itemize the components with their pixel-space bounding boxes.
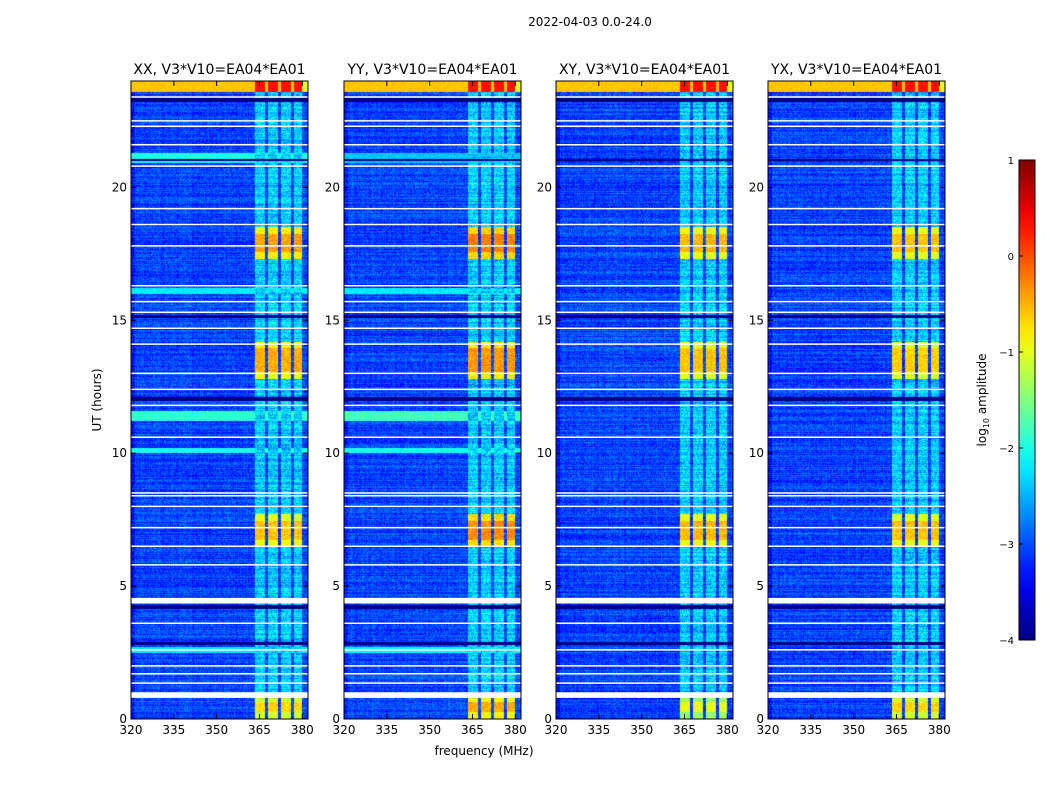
- x-tick-label: 335: [587, 723, 610, 737]
- colorbar-tick-label: −4: [999, 636, 1014, 647]
- y-tick-label: 20: [112, 180, 127, 194]
- waterfall-panel-xy: XY, V3*V10=EA04*EA01 320 335 350 365 380 0 5 10 1…: [537, 62, 739, 737]
- waterfall-panel-yy: YY, V3*V10=EA04*EA01 320 335 350 365 380 0 5 10 1…: [325, 62, 527, 737]
- y-tick-label: 0: [119, 712, 127, 726]
- panel-frame: [555, 80, 734, 720]
- x-tick-label: 320: [545, 723, 568, 737]
- colorbar-tick-label: −3: [999, 540, 1014, 551]
- x-tick-label: 335: [375, 723, 398, 737]
- panel-frame: [130, 80, 309, 720]
- y-tick-label: 5: [756, 579, 764, 593]
- x-tick-label: 320: [757, 723, 780, 737]
- panel-frame: [343, 80, 522, 720]
- figure-suptitle: 2022-04-03 0.0-24.0: [528, 15, 652, 29]
- panel-title: YX, V3*V10=EA04*EA01: [770, 62, 942, 78]
- y-tick-label: 15: [749, 313, 764, 327]
- y-tick-label: 0: [756, 712, 764, 726]
- y-tick-label: 20: [325, 180, 340, 194]
- panel-title: YY, V3*V10=EA04*EA01: [346, 62, 517, 78]
- y-tick-label: 15: [112, 313, 127, 327]
- colorbar-label: log10 amplitude: [975, 354, 991, 447]
- y-tick-label: 10: [749, 446, 764, 460]
- y-tick-label: 20: [537, 180, 552, 194]
- x-tick-label: 320: [120, 723, 143, 737]
- x-tick-label: 350: [205, 723, 228, 737]
- y-tick-label: 5: [332, 579, 340, 593]
- x-tick-label: 365: [885, 723, 908, 737]
- colorbar: 10−1−2−3−4 log10 amplitude: [975, 156, 1036, 647]
- waterfall-image: [768, 81, 945, 719]
- y-tick-label: 0: [332, 712, 340, 726]
- colorbar-label-tail: amplitude: [975, 354, 989, 418]
- x-tick-label: 350: [842, 723, 865, 737]
- colorbar-tick-label: 1: [1008, 156, 1014, 167]
- waterfall-image: [556, 81, 733, 719]
- colorbar-tick-label: 0: [1008, 252, 1014, 263]
- y-tick-label: 15: [537, 313, 552, 327]
- x-tick-label: 335: [799, 723, 822, 737]
- waterfall-image: [344, 81, 521, 719]
- panel-title: XX, V3*V10=EA04*EA01: [133, 62, 305, 78]
- y-tick-label: 10: [325, 446, 340, 460]
- x-tick-label: 350: [418, 723, 441, 737]
- x-tick-label: 380: [716, 723, 739, 737]
- y-tick-label: 5: [544, 579, 552, 593]
- y-axis-label: UT (hours): [90, 368, 104, 431]
- colorbar-tick-label: −2: [999, 444, 1014, 455]
- colorbar-label-subscript: 10: [982, 418, 991, 428]
- x-tick-label: 350: [630, 723, 653, 737]
- panel-frame: [767, 80, 946, 720]
- waterfall-image: [131, 81, 308, 719]
- colorbar-ticks: 1 0 −1 −2 −3 −4: [999, 156, 1023, 647]
- y-tick-label: 0: [544, 712, 552, 726]
- y-tick-label: 15: [325, 313, 340, 327]
- colorbar-gradient: [1018, 159, 1036, 641]
- waterfall-panel-xx: XX, V3*V10=EA04*EA01 320 335 350 365 380 0 5 10 1…: [112, 62, 314, 737]
- waterfall-panels: XX, V3*V10=EA04*EA01 320 335 350 365 380 0 5 10 1…: [112, 62, 951, 737]
- y-tick-label: 10: [537, 446, 552, 460]
- x-tick-label: 320: [333, 723, 356, 737]
- y-tick-label: 5: [119, 579, 127, 593]
- x-tick-label: 365: [248, 723, 271, 737]
- colorbar-tick-label: −1: [999, 348, 1014, 359]
- waterfall-panel-yx: YX, V3*V10=EA04*EA01 320 335 350 365 380 0 5 10 1…: [749, 62, 951, 737]
- x-tick-label: 380: [928, 723, 951, 737]
- panel-title: XY, V3*V10=EA04*EA01: [559, 62, 730, 78]
- x-tick-label: 380: [504, 723, 527, 737]
- x-tick-label: 335: [162, 723, 185, 737]
- x-tick-label: 365: [461, 723, 484, 737]
- x-tick-label: 365: [673, 723, 696, 737]
- y-tick-label: 10: [112, 446, 127, 460]
- x-tick-label: 380: [291, 723, 314, 737]
- x-axis-label: frequency (MHz): [434, 744, 533, 758]
- y-tick-label: 20: [749, 180, 764, 194]
